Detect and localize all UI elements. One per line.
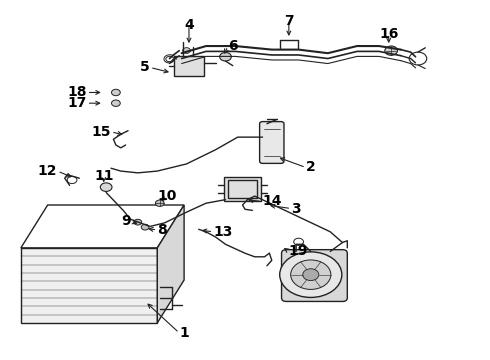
Text: 6: 6 bbox=[228, 39, 238, 53]
Text: 15: 15 bbox=[92, 125, 111, 139]
Text: 11: 11 bbox=[94, 170, 114, 184]
Text: 13: 13 bbox=[213, 225, 233, 239]
FancyBboxPatch shape bbox=[260, 122, 284, 163]
Circle shape bbox=[134, 219, 142, 225]
Text: 14: 14 bbox=[262, 194, 282, 208]
FancyBboxPatch shape bbox=[282, 249, 347, 301]
Text: 17: 17 bbox=[67, 96, 87, 110]
Text: 5: 5 bbox=[140, 60, 150, 75]
Text: 3: 3 bbox=[291, 202, 301, 216]
Text: 4: 4 bbox=[184, 18, 194, 32]
Circle shape bbox=[280, 252, 342, 297]
Circle shape bbox=[155, 200, 164, 206]
Text: 2: 2 bbox=[306, 161, 316, 175]
Bar bbox=[228, 180, 257, 198]
Circle shape bbox=[100, 183, 112, 192]
Text: 18: 18 bbox=[67, 85, 87, 99]
Text: 12: 12 bbox=[38, 164, 57, 178]
Circle shape bbox=[303, 269, 319, 280]
Text: 1: 1 bbox=[179, 326, 189, 340]
Text: 10: 10 bbox=[157, 189, 177, 203]
Bar bbox=[174, 56, 203, 76]
Circle shape bbox=[220, 53, 231, 61]
Circle shape bbox=[385, 46, 397, 55]
Text: 8: 8 bbox=[157, 223, 167, 237]
Polygon shape bbox=[157, 205, 184, 323]
Circle shape bbox=[112, 100, 120, 107]
Bar bbox=[224, 177, 261, 201]
Circle shape bbox=[291, 260, 331, 289]
Circle shape bbox=[112, 89, 120, 96]
Circle shape bbox=[183, 48, 191, 53]
Text: 9: 9 bbox=[121, 214, 130, 228]
Polygon shape bbox=[21, 248, 157, 323]
Circle shape bbox=[141, 224, 149, 230]
Text: 19: 19 bbox=[289, 244, 308, 258]
Text: 7: 7 bbox=[284, 14, 294, 28]
Text: 16: 16 bbox=[379, 27, 398, 41]
